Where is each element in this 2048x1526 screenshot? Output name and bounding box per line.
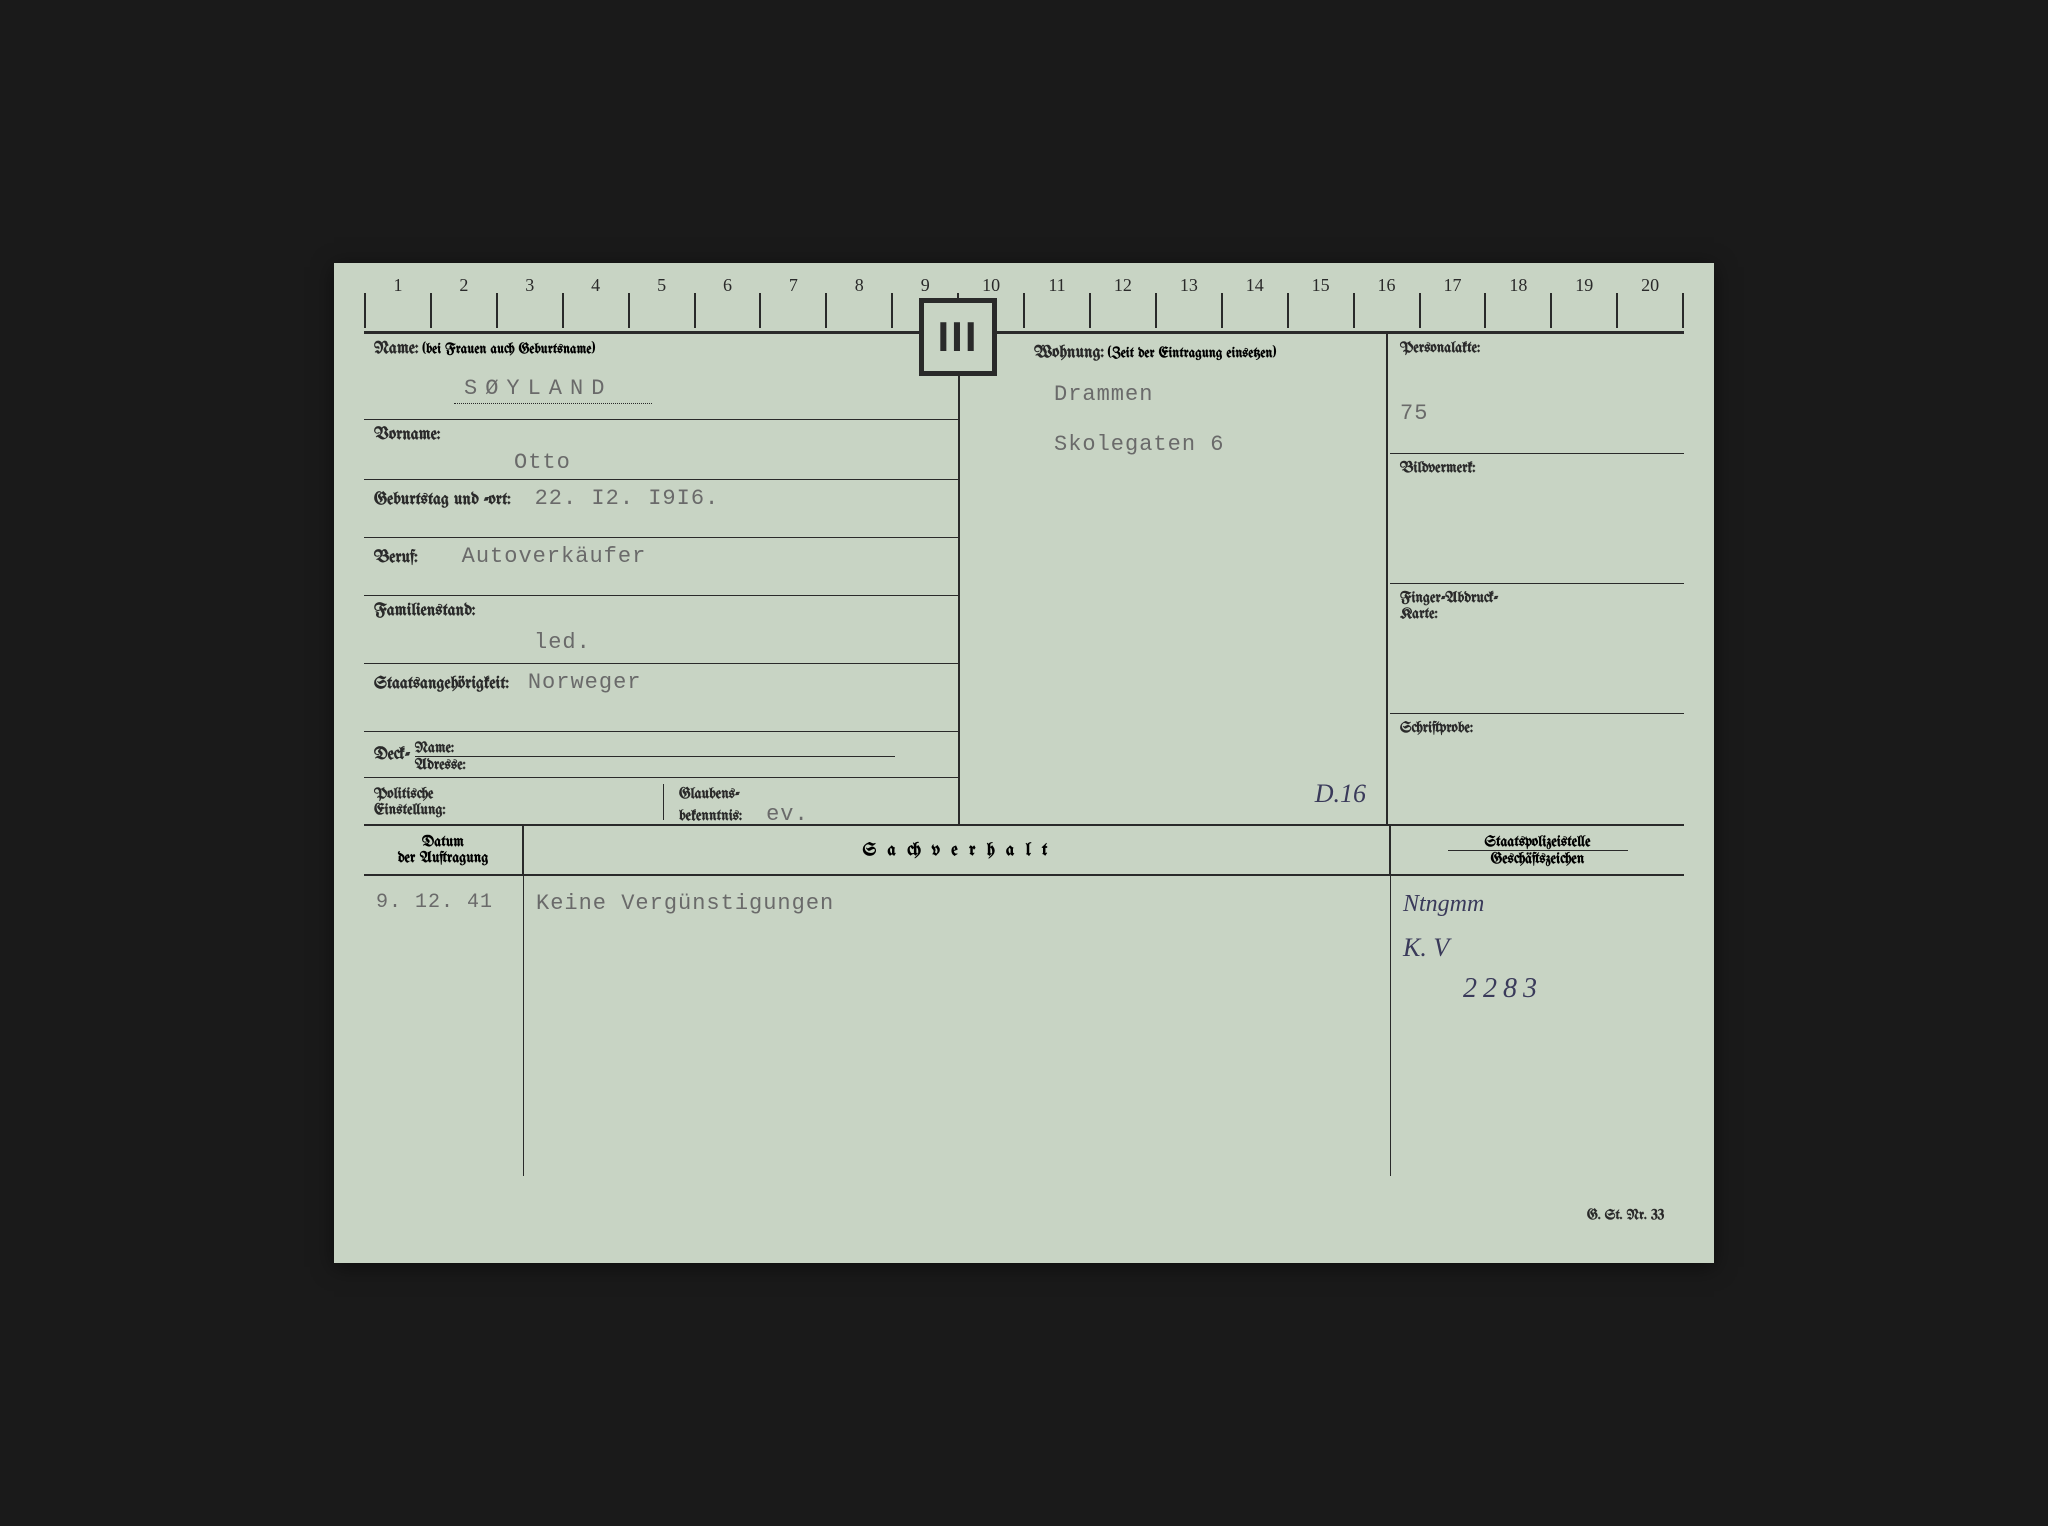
ruler-num: 17 (1443, 275, 1461, 296)
ruler-num: 16 (1378, 275, 1396, 296)
ruler-num: 3 (525, 275, 534, 296)
ruler: 1 2 3 4 5 6 7 8 9 10 11 12 13 14 15 16 1… (364, 283, 1684, 328)
annotation: D.16 (1315, 779, 1366, 808)
ruler-num: 7 (789, 275, 798, 296)
personalakte-value: 75 (1400, 401, 1428, 426)
ruler-num: 2 (459, 275, 468, 296)
staatspolizei-label-1: Staatspolizeistelle (1448, 834, 1628, 851)
staats-label: Staatsangehörigkeit: (374, 676, 509, 693)
datum-label-1: Datum (422, 834, 464, 850)
right-column: Personalakte: 75 Bildvermerk: Finger-Abd… (1390, 334, 1684, 824)
sachverhalt-label: S a ch v e r h a l t (863, 841, 1051, 860)
lower-section: Datum der Auftragung S a ch v e r h a l … (364, 824, 1684, 1176)
staatspolizei-label-2: Geschäftszeichen (1491, 851, 1585, 867)
ruler-num: 12 (1114, 275, 1132, 296)
politische-label-2: Einstellung: (374, 802, 663, 818)
form-number: G. St. Nr. 33 (1587, 1208, 1664, 1223)
signature-1: Ntngmm (1403, 891, 1672, 918)
geburt-value: 22. I2. I9I6. (535, 486, 720, 511)
beruf-label: Beruf: (374, 550, 418, 567)
name-label: Name: (374, 341, 418, 358)
middle-column: Wohnung: (Zeit der Eintragung einsetzen)… (962, 334, 1388, 824)
geburt-label: Geburtstag und -ort: (374, 492, 511, 509)
ruler-num: 5 (657, 275, 666, 296)
ruler-num: 1 (393, 275, 402, 296)
entry-text: Keine Vergünstigungen (536, 891, 834, 916)
signature-2: K. V (1403, 933, 1672, 963)
ruler-num: 18 (1509, 275, 1527, 296)
politische-label-1: Politische (374, 786, 663, 802)
ruler-num: 4 (591, 275, 600, 296)
familien-value: led. (534, 630, 591, 655)
vorname-value: Otto (514, 450, 571, 475)
signature-3: 2283 (1463, 973, 1672, 1005)
staats-value: Norweger (528, 670, 642, 695)
bildvermerk-label: Bildvermerk: (1400, 460, 1674, 476)
ruler-num: 11 (1048, 275, 1065, 296)
ruler-num: 6 (723, 275, 732, 296)
ruler-num: 8 (855, 275, 864, 296)
deck-name-label: Name: (415, 740, 895, 757)
category-badge: III (919, 298, 997, 376)
wohnung-label: Wohnung: (1034, 345, 1104, 362)
ruler-num: 20 (1641, 275, 1659, 296)
finger-label-2: Karte: (1400, 606, 1674, 622)
personalakte-label: Personalakte: (1400, 340, 1674, 356)
wohnung-city: Drammen (1054, 382, 1153, 407)
ruler-num: 10 (982, 275, 1000, 296)
schrift-label: Schriftprobe: (1400, 720, 1674, 736)
vorname-label: Vorname: (374, 427, 440, 444)
wohnung-street: Skolegaten 6 (1054, 432, 1224, 457)
glaubens-label-2: bekenntnis: (679, 808, 742, 824)
entry-date: 9. 12. 41 (376, 891, 493, 914)
name-paren: (bei Frauen auch Geburtsname) (422, 342, 594, 357)
ruler-num: 19 (1575, 275, 1593, 296)
finger-label-1: Finger-Abdruck- (1400, 590, 1674, 606)
ruler-num: 15 (1312, 275, 1330, 296)
datum-label-2: der Auftragung (398, 850, 489, 866)
beruf-value: Autoverkäufer (462, 544, 647, 569)
badge-text: III (937, 313, 978, 361)
deck-label: Deck- (374, 747, 410, 764)
left-column: Name: (bei Frauen auch Geburtsname) SØYL… (364, 334, 960, 824)
ruler-num: 9 (921, 275, 930, 296)
ruler-num: 13 (1180, 275, 1198, 296)
ruler-num: 14 (1246, 275, 1264, 296)
wohnung-paren: (Zeit der Eintragung einsetzen) (1108, 346, 1276, 361)
deck-adresse-label: Adresse: (415, 757, 895, 773)
glaubens-label-1: Glaubens- (679, 786, 809, 802)
record-card: 1 2 3 4 5 6 7 8 9 10 11 12 13 14 15 16 1… (334, 263, 1714, 1263)
name-value: SØYLAND (454, 376, 652, 404)
familien-label: Familienstand: (374, 603, 475, 620)
